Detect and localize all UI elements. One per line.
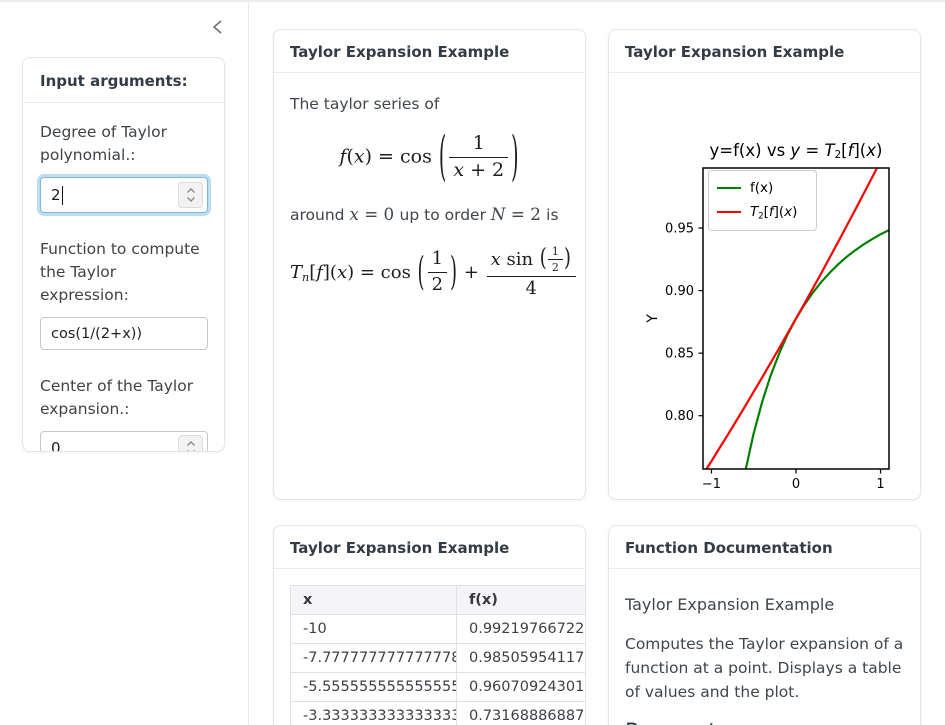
around-text: around x = 0 up to order N = 2 is xyxy=(290,203,559,224)
x-tick-label: 1 xyxy=(876,477,884,492)
chevron-left-icon xyxy=(212,19,222,34)
table-header-row: x f(x) xyxy=(290,585,585,615)
taylor-plot-card: Taylor Expansion Example y=f(x) vs y = T… xyxy=(608,29,921,500)
table-cell: -5.555555555555555 xyxy=(290,672,457,702)
taylor-polynomial-equation: Tn[f](x) = cos (12) + x sin (12)4 + ( xyxy=(290,245,585,300)
function-input[interactable] xyxy=(40,317,208,350)
table-cell: 0.9607092430155808 xyxy=(456,672,585,702)
x-axis-label: X xyxy=(791,498,801,500)
table-column-header: x xyxy=(290,585,457,615)
docs-heading: Taylor Expansion Example xyxy=(625,595,835,614)
function-documentation-card: Function Documentation Taylor Expansion … xyxy=(608,525,921,725)
series-f(x) xyxy=(744,229,889,469)
legend-line-swatch xyxy=(717,186,741,190)
sidebar-collapse-button[interactable] xyxy=(206,16,230,40)
table-cell: 0.985059541170921 xyxy=(456,643,585,673)
table-column-header: f(x) xyxy=(456,585,585,615)
table-row: -100.9921976672293292 xyxy=(290,614,585,644)
x-tick-label: −1 xyxy=(702,477,721,492)
function-field-label: Function to compute the Taylor expressio… xyxy=(40,240,200,304)
x-tick-label: 0 xyxy=(792,477,800,492)
y-tick-label: 0.90 xyxy=(665,284,694,299)
legend-label: T2[f](x) xyxy=(750,203,798,221)
y-tick-label: 0.95 xyxy=(665,222,694,237)
legend-label: f(x) xyxy=(750,180,774,196)
taylor-expression-card: Taylor Expansion Example The taylor seri… xyxy=(273,29,586,500)
input-arguments-panel: Input arguments: Degree of Taylor polyno… xyxy=(22,57,225,452)
card-title: Taylor Expansion Example xyxy=(274,30,585,73)
legend-entry: f(x) xyxy=(717,176,806,200)
legend-entry: T2[f](x) xyxy=(717,200,806,224)
taylor-plot: −1 0 1 0.80 0.85 0.90 0.95 X Y xyxy=(645,167,890,500)
card-title: Function Documentation xyxy=(609,526,920,569)
center-stepper[interactable] xyxy=(178,435,203,451)
center-input[interactable] xyxy=(40,431,208,451)
plot-legend: f(x) T2[f](x) xyxy=(708,170,817,231)
y-tick-label: 0.80 xyxy=(665,409,694,424)
panel-title: Input arguments: xyxy=(23,58,224,103)
degree-field-label: Degree of Taylor polynomial.: xyxy=(40,123,167,164)
function-equation: f(x) = cos (1 x + 2) xyxy=(339,126,519,189)
card-title: Taylor Expansion Example xyxy=(274,526,585,569)
degree-stepper[interactable] xyxy=(178,182,203,208)
plot-title: y=f(x) vs y = T2[f](x) xyxy=(709,141,883,162)
table-cell: 0.9921976672293292 xyxy=(456,614,585,644)
intro-text: The taylor series of xyxy=(290,95,440,113)
values-table-card: Taylor Expansion Example x f(x) -10 0.9921… xyxy=(273,525,586,725)
series-T2[f](x) xyxy=(705,168,879,469)
plot-area: y=f(x) vs y = T2[f](x) −1 0 1 0.80 0.85 0.90 0… xyxy=(609,73,920,500)
stepper-up-down-icon xyxy=(186,441,195,451)
table-cell: 0.7316888688738209 xyxy=(456,701,585,725)
docs-parameters-heading: Parameters xyxy=(625,720,904,725)
table-cell: -10 xyxy=(290,614,457,644)
y-tick-label: 0.85 xyxy=(665,347,694,362)
values-table: xf(x) -100.9921976672293292-7.7777777777… xyxy=(290,585,585,725)
card-title: Taylor Expansion Example xyxy=(609,30,920,73)
stepper-up-down-icon xyxy=(186,188,195,202)
docs-description: Computes the Taylor expansion of a funct… xyxy=(625,635,904,701)
table-cell: -7.777777777777778 xyxy=(290,643,457,673)
legend-line-swatch xyxy=(717,210,741,214)
y-axis-label: Y xyxy=(645,314,661,324)
sidebar-main-divider xyxy=(248,2,249,725)
center-field-label: Center of the Taylor expansion.: xyxy=(40,377,194,418)
table-cell: -3.333333333333333 xyxy=(290,701,457,725)
